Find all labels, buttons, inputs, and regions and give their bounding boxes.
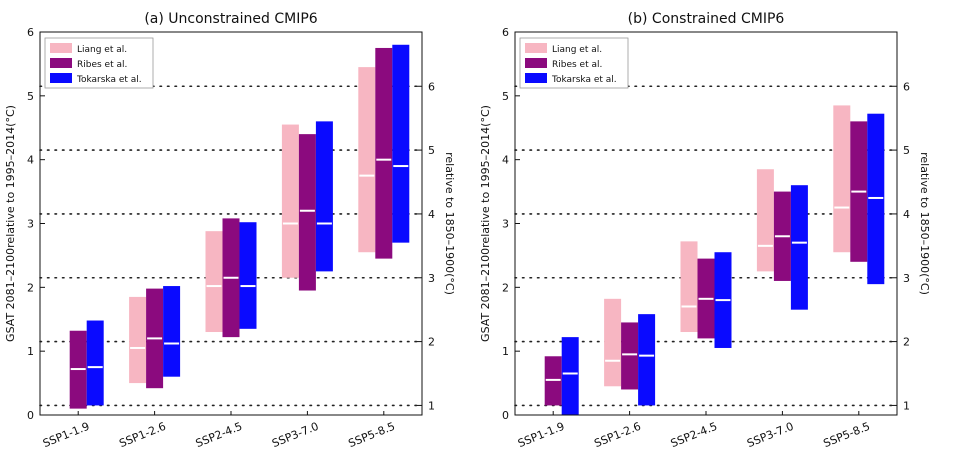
bar-liang-ssp3-7.0 xyxy=(756,169,774,272)
y-tick-label: 0 xyxy=(502,409,509,422)
y2-tick-label: 1 xyxy=(428,399,435,412)
y-axis-label: GSAT 2081–2100relative to 1995–2014(°C) xyxy=(4,105,17,342)
y-tick-label: 0 xyxy=(27,409,34,422)
legend-swatch xyxy=(50,58,72,68)
legend-swatch xyxy=(525,58,547,68)
bar-liang-ssp2-4.5 xyxy=(205,231,223,333)
chart-panel-1: (a) Unconstrained CMIP6 0 1 2 3 4 5 6 1 2 3 4 5 6 SSP1… xyxy=(4,11,456,450)
y2-tick-label: 3 xyxy=(428,272,435,285)
y-tick-label: 3 xyxy=(27,218,34,231)
x-tick-label: SSP2-4.5 xyxy=(669,420,719,450)
bar-tokarska-ssp1-1.9 xyxy=(561,337,579,415)
bar-ribes-ssp3-7.0 xyxy=(298,134,316,291)
bar-liang-ssp3-7.0 xyxy=(281,124,299,278)
legend-entry: Liang et al. xyxy=(77,45,127,55)
chart-title: (b) Constrained CMIP6 xyxy=(628,11,785,27)
bar-ribes-ssp5-8.5 xyxy=(375,47,393,259)
bar-liang-ssp1-2.6 xyxy=(604,298,622,387)
legend: Liang et al. Ribes et al. Tokarska et al. xyxy=(519,37,629,89)
y2-tick-label: 3 xyxy=(903,272,910,285)
bar-liang-ssp5-8.5 xyxy=(358,67,376,253)
bar-tokarska-ssp1-1.9 xyxy=(86,320,104,406)
x-tick-label: SSP3-7.0 xyxy=(270,420,320,450)
bar-tokarska-ssp3-7.0 xyxy=(790,185,808,310)
legend: Liang et al. Ribes et al. Tokarska et al. xyxy=(44,37,154,89)
y-tick-label: 2 xyxy=(502,281,509,294)
y-tick-label: 5 xyxy=(27,90,34,103)
y-tick-label: 3 xyxy=(502,218,509,231)
legend-entry: Ribes et al. xyxy=(552,60,602,70)
y-axis-label: GSAT 2081–2100relative to 1995–2014(°C) xyxy=(479,105,492,342)
x-tick-label: SSP5-8.5 xyxy=(822,420,872,450)
y-tick-label: 1 xyxy=(27,345,34,358)
y2-tick-label: 1 xyxy=(903,399,910,412)
y-tick-label: 6 xyxy=(502,26,509,39)
y-tick-label: 4 xyxy=(502,154,509,167)
x-tick-label: SSP1-1.9 xyxy=(41,420,91,450)
chart-panel-2: (b) Constrained CMIP6 0 1 2 3 4 5 6 1 2 3 4 5 6 SSP1-1… xyxy=(479,11,931,450)
legend-swatch xyxy=(50,43,72,53)
bar-tokarska-ssp2-4.5 xyxy=(239,222,257,329)
legend-swatch xyxy=(525,43,547,53)
bar-liang-ssp5-8.5 xyxy=(833,105,851,253)
y2-axis-label: relative to 1850–1900(°C) xyxy=(918,152,931,295)
bar-liang-ssp2-4.5 xyxy=(680,241,698,333)
legend-entry: Tokarska et al. xyxy=(76,75,142,85)
y2-tick-label: 6 xyxy=(903,80,910,93)
y2-tick-label: 4 xyxy=(428,208,435,221)
y-tick-label: 4 xyxy=(27,154,34,167)
legend-entry: Tokarska et al. xyxy=(551,75,617,85)
bar-liang-ssp1-2.6 xyxy=(129,296,147,384)
y2-tick-label: 5 xyxy=(903,144,910,157)
x-tick-label: SSP1-1.9 xyxy=(516,420,566,450)
y2-tick-label: 5 xyxy=(428,144,435,157)
legend-entry: Liang et al. xyxy=(552,45,602,55)
chart-title: (a) Unconstrained CMIP6 xyxy=(144,11,317,27)
x-tick-label: SSP5-8.5 xyxy=(347,420,397,450)
x-tick-label: SSP1-2.6 xyxy=(117,420,167,450)
legend-swatch xyxy=(50,73,72,83)
legend-swatch xyxy=(525,73,547,83)
x-tick-label: SSP1-2.6 xyxy=(592,420,642,450)
bar-tokarska-ssp3-7.0 xyxy=(315,121,333,272)
bar-tokarska-ssp1-2.6 xyxy=(638,314,656,406)
bar-tokarska-ssp5-8.5 xyxy=(392,44,410,243)
y-tick-label: 2 xyxy=(27,281,34,294)
bar-ribes-ssp1-2.6 xyxy=(621,322,639,390)
x-tick-label: SSP3-7.0 xyxy=(745,420,795,450)
bar-tokarska-ssp1-2.6 xyxy=(163,286,181,377)
y2-tick-label: 4 xyxy=(903,208,910,221)
y2-tick-label: 2 xyxy=(428,336,435,349)
x-tick-label: SSP2-4.5 xyxy=(194,420,244,450)
y2-axis-label: relative to 1850–1900(°C) xyxy=(443,152,456,295)
y-tick-label: 5 xyxy=(502,90,509,103)
y-tick-label: 1 xyxy=(502,345,509,358)
y-tick-label: 6 xyxy=(27,26,34,39)
y2-tick-label: 6 xyxy=(428,80,435,93)
y2-tick-label: 2 xyxy=(903,336,910,349)
legend-entry: Ribes et al. xyxy=(77,60,127,70)
